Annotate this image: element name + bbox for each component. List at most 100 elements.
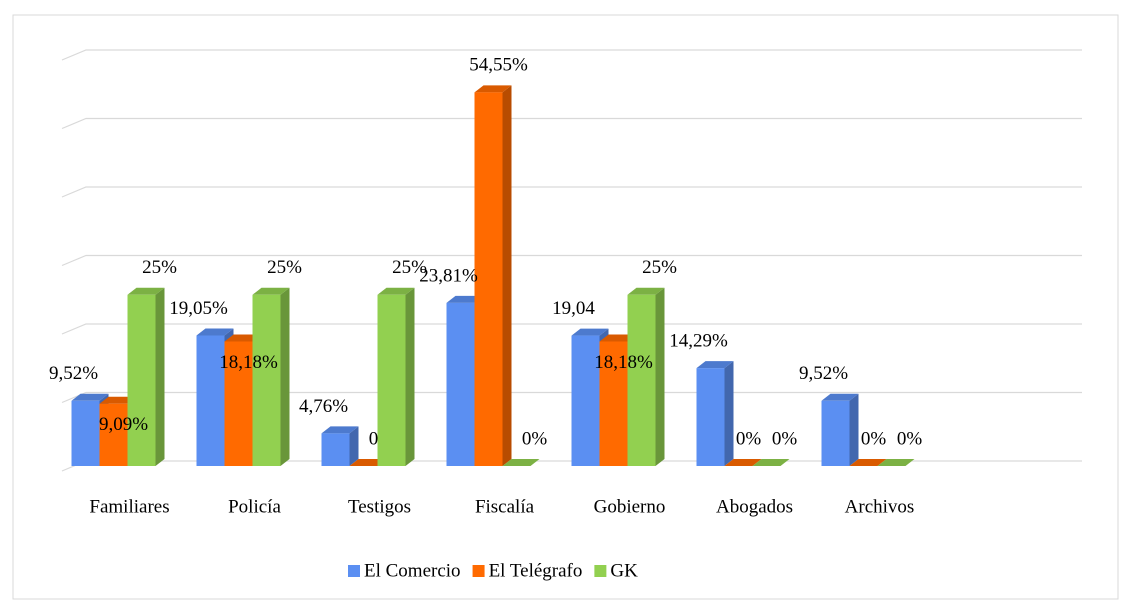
data-label: 54,55% <box>469 55 528 76</box>
bar-face <box>627 287 665 295</box>
x-tick-label: Gobierno <box>594 496 666 517</box>
bar-face <box>321 433 350 466</box>
legend-swatch <box>594 565 607 577</box>
data-label: 9,52% <box>49 363 98 384</box>
bar-face <box>280 287 290 466</box>
bar-face <box>599 341 628 466</box>
x-tick-label: Fiscalía <box>475 496 535 517</box>
legend-label: El Comercio <box>364 560 461 581</box>
bar-face <box>224 334 262 342</box>
legend-swatch <box>348 565 360 577</box>
bar-face <box>627 294 656 466</box>
bar <box>127 287 165 466</box>
x-tick-label: Familiares <box>89 496 169 517</box>
grid-line <box>61 49 1082 61</box>
data-label: 0% <box>861 428 887 449</box>
bar-face <box>155 287 165 466</box>
bar-face <box>474 85 512 93</box>
data-label: 19,05% <box>169 298 228 319</box>
grid-line <box>61 391 1082 404</box>
bar-face <box>502 85 512 467</box>
data-label: 9,09% <box>99 414 148 435</box>
grid-line <box>61 323 1082 335</box>
bar <box>849 459 887 466</box>
bar-face <box>321 426 359 434</box>
bar-face <box>752 459 790 466</box>
bar-face <box>821 393 859 401</box>
data-label: 4,76% <box>299 396 348 417</box>
x-tick-label: Archivos <box>845 496 915 517</box>
bar-face <box>571 328 609 336</box>
data-label: 0% <box>897 428 923 449</box>
bar-face <box>877 459 915 466</box>
data-label: 14,29% <box>669 330 728 351</box>
bar-face <box>571 335 600 466</box>
bar <box>377 287 415 466</box>
bar-face <box>655 287 665 466</box>
data-label: 0% <box>772 428 798 449</box>
bar-face <box>696 361 734 369</box>
data-label: 9,52% <box>799 363 848 384</box>
bar <box>349 459 387 466</box>
legend-label: GK <box>610 560 638 581</box>
bar-face <box>599 334 637 342</box>
bar-face <box>446 302 475 466</box>
bar-face <box>196 335 225 466</box>
bar <box>877 459 915 466</box>
bar-face <box>196 328 234 336</box>
bar-face <box>127 287 165 295</box>
bar <box>502 459 540 466</box>
bar-face <box>724 459 762 466</box>
bar <box>821 393 859 466</box>
bar <box>252 287 290 466</box>
data-label: 25% <box>267 257 302 278</box>
bar-face <box>99 403 128 466</box>
bar-face <box>252 287 290 295</box>
data-label: 18,18% <box>219 352 278 373</box>
bar <box>724 459 762 466</box>
bar-face <box>377 287 415 295</box>
data-label: 25% <box>642 257 677 278</box>
bar-face <box>349 459 387 466</box>
data-label: 0% <box>522 428 548 449</box>
x-tick-label: Policía <box>228 496 281 517</box>
bar-face <box>849 393 859 466</box>
bar-face <box>349 426 359 466</box>
bar-face <box>821 400 850 466</box>
bar <box>752 459 790 466</box>
bar-face <box>724 361 734 466</box>
bar-face <box>849 459 887 466</box>
chart-border <box>12 14 1119 600</box>
bar-face <box>474 92 503 467</box>
grid-line <box>61 117 1082 130</box>
bar-face <box>446 295 484 303</box>
bar-face <box>71 400 100 466</box>
bar-face <box>71 393 109 401</box>
data-label: 23,81% <box>419 265 478 286</box>
bar-face <box>696 368 725 466</box>
bar-face <box>224 341 253 466</box>
bar-face <box>127 294 156 466</box>
data-label: 18,18% <box>594 352 653 373</box>
data-label: 0% <box>736 428 762 449</box>
bar <box>321 426 359 466</box>
grid-line <box>61 186 1082 198</box>
data-label: 0 <box>369 428 379 449</box>
bar <box>627 287 665 466</box>
data-label: 25% <box>142 257 177 278</box>
x-tick-label: Abogados <box>716 496 793 517</box>
legend-label: El Telégrafo <box>489 560 583 581</box>
legend-swatch <box>472 565 485 577</box>
bar <box>696 361 734 466</box>
bar-face <box>405 287 415 466</box>
data-label: 25% <box>392 257 427 278</box>
bar-face <box>502 459 540 466</box>
bar-face <box>99 396 137 404</box>
x-tick-label: Testigos <box>348 496 411 517</box>
grid-line <box>61 254 1082 267</box>
data-label: 19,04 <box>552 298 595 319</box>
bar <box>474 85 512 467</box>
bar-face <box>252 294 281 466</box>
bar-face <box>377 294 406 466</box>
